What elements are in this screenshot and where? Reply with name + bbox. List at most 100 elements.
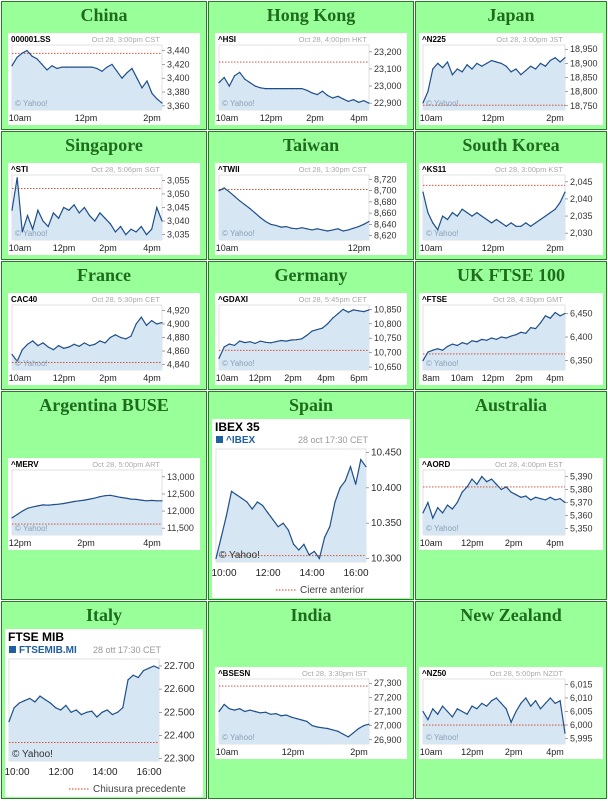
price-point xyxy=(244,341,246,344)
y-tick-label: 23,000 xyxy=(374,81,402,91)
chart-svg[interactable]: ^FTSE Oct 28, 4:30pm GMT 6,450 6,400 6,350 8a… xyxy=(419,293,603,385)
market-title[interactable]: Australia xyxy=(416,392,606,418)
large-chart-spain[interactable]: IBEX 35 ^IBEX 28 oct 17:30 CET 10.450 10.400… xyxy=(212,419,410,598)
price-point xyxy=(427,351,429,353)
price-point xyxy=(332,317,334,319)
chart-svg[interactable]: ^TWII Oct 28, 1:30pm CST8,7208,7008,6808,… xyxy=(215,163,407,255)
price-point xyxy=(500,488,502,491)
mini-chart-germany[interactable]: ^GDAXI Oct 28, 5:45pm CET 10,850 10,800 10,7… xyxy=(215,293,407,385)
price-point xyxy=(337,313,339,315)
price-point xyxy=(125,233,127,236)
price-point xyxy=(151,92,153,95)
price-point xyxy=(44,698,46,701)
market-title[interactable]: Taiwan xyxy=(209,132,413,158)
chart-svg[interactable]: ^N225 Oct 28, 3:00pm JST 18,950 18,900 18,85… xyxy=(419,33,603,125)
market-title[interactable]: Italy xyxy=(2,602,206,628)
chart-svg[interactable]: ^MERV Oct 28, 5:00pm ART 13,000 12,500 12,00… xyxy=(8,458,200,550)
mini-chart-south-korea[interactable]: ^KS11 Oct 28, 3:00pm KST 2,045 2,040 2,035 2,… xyxy=(419,163,603,255)
chart-svg[interactable]: ^GDAXI Oct 28, 5:45pm CET 10,850 10,800 10,7… xyxy=(215,293,407,385)
price-line xyxy=(422,56,566,104)
price-point xyxy=(515,334,517,336)
price-point xyxy=(63,206,65,209)
price-point xyxy=(301,88,303,90)
chart-svg[interactable]: ^STI Oct 28, 5:06pm SGT 3,055 3,050 3,045 3,0… xyxy=(8,163,200,255)
price-point xyxy=(461,342,463,344)
market-title[interactable]: South Korea xyxy=(416,132,606,158)
chart-svg[interactable]: CAC40 Oct 28, 5:30pm CET 4,920 4,900 4,880 4,… xyxy=(8,293,200,385)
x-tick-label: 4pm xyxy=(546,747,564,757)
price-point xyxy=(254,342,256,345)
mini-chart-japan[interactable]: ^N225 Oct 28, 3:00pm JST 18,950 18,900 18,85… xyxy=(419,33,603,125)
x-tick-label: 10:00 xyxy=(5,767,30,778)
price-point xyxy=(65,704,67,706)
yahoo-watermark: © Yahoo! xyxy=(15,99,48,108)
mini-chart-india[interactable]: ^BSESN Oct 28, 3:30pm IST 27,300 27,200 27,1… xyxy=(215,667,407,759)
market-title[interactable]: China xyxy=(2,2,206,28)
timestamp-label: 28 ott 17:30 CET xyxy=(93,645,162,655)
mini-chart-china[interactable]: 000001.SS Oct 28, 3:00pm CST 3,440 3,420 3,4… xyxy=(8,33,200,125)
price-point xyxy=(327,727,329,730)
chart-svg[interactable]: ^KS11 Oct 28, 3:00pm KST 2,045 2,040 2,035 2,… xyxy=(419,163,603,255)
price-point xyxy=(564,732,566,734)
mini-chart-uk-ftse-100[interactable]: ^FTSE Oct 28, 4:30pm GMT 6,450 6,400 6,350 8a… xyxy=(419,293,603,385)
price-point xyxy=(481,702,483,704)
x-tick-label: 4pm xyxy=(143,243,161,253)
price-point xyxy=(358,225,360,228)
price-point xyxy=(131,67,133,70)
chart-svg[interactable]: ^NZ50 Oct 28, 5:00pm NZDT 6,015 6,010 6,005 6… xyxy=(419,667,603,759)
price-point xyxy=(85,711,88,713)
price-point xyxy=(332,97,334,99)
market-title[interactable]: UK FTSE 100 xyxy=(416,262,606,288)
market-title[interactable]: New Zealand xyxy=(416,602,606,628)
mini-chart-new-zealand[interactable]: ^NZ50 Oct 28, 5:00pm NZDT 6,015 6,010 6,005 6… xyxy=(419,667,603,759)
mini-chart-argentina-buse[interactable]: ^MERV Oct 28, 5:00pm ART 13,000 12,500 12,00… xyxy=(8,458,200,550)
market-title[interactable]: Spain xyxy=(209,392,413,418)
market-title[interactable]: India xyxy=(209,602,413,628)
price-point xyxy=(525,495,527,497)
price-point xyxy=(490,700,493,702)
mini-chart-australia[interactable]: ^AORD Oct 28, 4:00pm EST 5,390 5,380 5,370 5,… xyxy=(419,458,603,550)
y-tick-label: 3,400 xyxy=(167,73,190,83)
market-title[interactable]: Argentina BUSE xyxy=(2,392,206,418)
price-point xyxy=(81,66,83,68)
price-point xyxy=(471,705,473,707)
price-point xyxy=(29,697,31,700)
price-point xyxy=(239,340,241,342)
price-point xyxy=(26,49,28,52)
market-title[interactable]: France xyxy=(2,262,206,288)
market-title[interactable]: Hong Kong xyxy=(209,2,413,28)
price-point xyxy=(275,341,277,343)
price-point xyxy=(486,705,488,707)
mini-chart-taiwan[interactable]: ^TWII Oct 28, 1:30pm CST 8,720 8,700 8,680 8,… xyxy=(215,163,407,255)
price-point xyxy=(539,62,542,64)
chart-svg[interactable]: ^AORD Oct 28, 4:00pm EST 5,390 5,380 5,370 5,… xyxy=(419,458,603,550)
market-title[interactable]: Germany xyxy=(209,262,413,288)
y-tick-label: 26,900 xyxy=(374,735,402,745)
y-tick-label: 6,010 xyxy=(570,693,593,703)
chart-svg[interactable]: 000001.SS Oct 28, 3:00pm CST 3,440 3,420 3,4… xyxy=(8,33,200,125)
price-line xyxy=(8,665,160,722)
price-point xyxy=(135,498,137,501)
price-point xyxy=(41,63,43,65)
mini-chart-singapore[interactable]: ^STI Oct 28, 5:06pm SGT 3,055 3,050 3,045 3,0… xyxy=(8,163,200,255)
market-title[interactable]: Japan xyxy=(416,2,606,28)
price-point xyxy=(466,713,468,715)
price-point xyxy=(306,228,308,230)
price-point xyxy=(11,517,13,519)
area-fill xyxy=(219,704,369,744)
chart-svg[interactable]: ^HSI Oct 28, 4:00pm HKT 23,200 23,100 23,000… xyxy=(215,33,407,125)
market-cell-hong-kong: Hong Kong ^HSI Oct 28, 4:00pm HKT 23,200 23,… xyxy=(208,1,414,130)
chart-svg[interactable]: ^BSESN Oct 28, 3:30pm IST 27,300 27,200 27,1… xyxy=(215,667,407,759)
price-point xyxy=(295,228,298,230)
large-chart-italy[interactable]: FTSE MIB FTSEMIB.MI 28 ott 17:30 CET 22.700… xyxy=(5,629,203,797)
price-point xyxy=(52,349,54,351)
y-tick-label: 4,860 xyxy=(167,346,190,356)
price-point xyxy=(456,501,458,504)
mini-chart-france[interactable]: CAC40 Oct 28, 5:30pm CET 4,920 4,900 4,880 4,… xyxy=(8,293,200,385)
mini-chart-hong-kong[interactable]: ^HSI Oct 28, 4:00pm HKT 23,200 23,100 23,000… xyxy=(215,33,407,125)
y-tick-label: 8,680 xyxy=(374,197,397,207)
market-title[interactable]: Singapore xyxy=(2,132,206,158)
x-tick-label: 2pm xyxy=(99,373,117,383)
